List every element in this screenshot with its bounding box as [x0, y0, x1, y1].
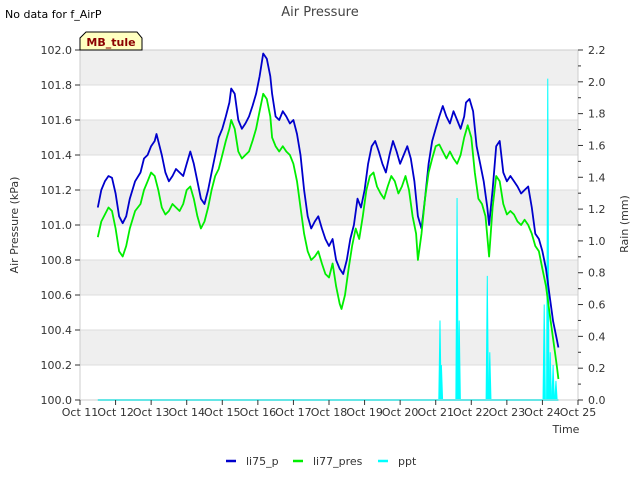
y2-tick-label: 2.2 [588, 44, 606, 57]
x-tick-label: Oct 18 [311, 406, 348, 419]
background-band [80, 330, 578, 365]
y2-tick-label: 1.0 [588, 235, 606, 248]
x-tick-label: Oct 16 [240, 406, 277, 419]
y2-tick-label: 0.2 [588, 362, 606, 375]
y-tick-label: 101.4 [41, 149, 73, 162]
background-band [80, 50, 578, 85]
y2-tick-label: 1.4 [588, 171, 606, 184]
x-tick-label: Oct 21 [417, 406, 454, 419]
y2-tick-label: 2.0 [588, 76, 606, 89]
legend-label-ppt: ppt [398, 455, 417, 468]
x-tick-label: Oct 23 [489, 406, 526, 419]
background-band [80, 120, 578, 155]
ppt-spike [455, 197, 459, 401]
y-tick-label: 101.6 [41, 114, 73, 127]
x-tick-label: Oct 19 [346, 406, 383, 419]
x-tick-label: Oct 11 [62, 406, 99, 419]
ppt-spike [551, 364, 555, 401]
y-tick-label: 100.8 [41, 254, 73, 267]
y-tick-label: 100.6 [41, 289, 73, 302]
ppt-spike [542, 304, 546, 401]
x-tick-label: Oct 20 [382, 406, 419, 419]
y-tick-label: 101.0 [41, 219, 73, 232]
x-tick-label: Oct 25 [560, 406, 597, 419]
y2-tick-label: 1.2 [588, 203, 606, 216]
y2-tick-label: 0.8 [588, 267, 606, 280]
x-tick-label: Oct 17 [275, 406, 312, 419]
no-data-note: No data for f_AirP [5, 8, 102, 21]
x-tick-label: Oct 22 [453, 406, 490, 419]
site-label-box: MB_tule [79, 31, 143, 51]
x-axis-label: Time [552, 423, 580, 436]
y-axis-right: 0.0 0.2 0.4 0.6 0.8 1.0 1.2 1.4 1.6 1.8 2.0 2.2 [578, 44, 606, 407]
y2-tick-label: 0.0 [588, 394, 606, 407]
x-tick-label: Oct 14 [168, 406, 205, 419]
site-label: MB_tule [86, 36, 135, 49]
y2-tick-label: 1.8 [588, 108, 606, 121]
series-line-li77_pres [96, 92, 560, 380]
y2-tick-label: 0.4 [588, 330, 606, 343]
y-tick-label: 100.2 [41, 359, 73, 372]
x-tick-label: Oct 13 [133, 406, 170, 419]
y-axis-left: 100.0 100.2 100.4 100.6 100.8 101.0 101.2 101.4… [41, 44, 80, 407]
legend: li75_p li77_pres ppt [226, 455, 417, 468]
pressure-series [96, 52, 560, 380]
y2-tick-label: 1.6 [588, 139, 606, 152]
y-tick-label: 101.8 [41, 79, 73, 92]
y-tick-label: 101.2 [41, 184, 73, 197]
y2-tick-label: 0.6 [588, 299, 606, 312]
background-band [80, 190, 578, 225]
x-tick-label: Oct 12 [97, 406, 134, 419]
legend-label-li75_p: li75_p [246, 455, 279, 468]
y-axis-label: Air Pressure (kPa) [8, 177, 21, 274]
background-bands [80, 50, 578, 365]
x-axis: Oct 11 Oct 12 Oct 13 Oct 14 Oct 15 Oct 16 Oct … [62, 400, 597, 419]
y2-axis-label: Rain (mm) [618, 195, 631, 253]
chart-title: Air Pressure [281, 5, 359, 20]
y-tick-label: 102.0 [41, 44, 73, 57]
legend-label-li77_pres: li77_pres [313, 455, 363, 468]
x-tick-label: Oct 15 [204, 406, 241, 419]
ppt-spike [554, 380, 558, 401]
y-tick-label: 100.4 [41, 324, 73, 337]
y-tick-label: 100.0 [41, 394, 73, 407]
x-tick-label: Oct 24 [524, 406, 561, 419]
series-line-li75_p [96, 52, 560, 348]
